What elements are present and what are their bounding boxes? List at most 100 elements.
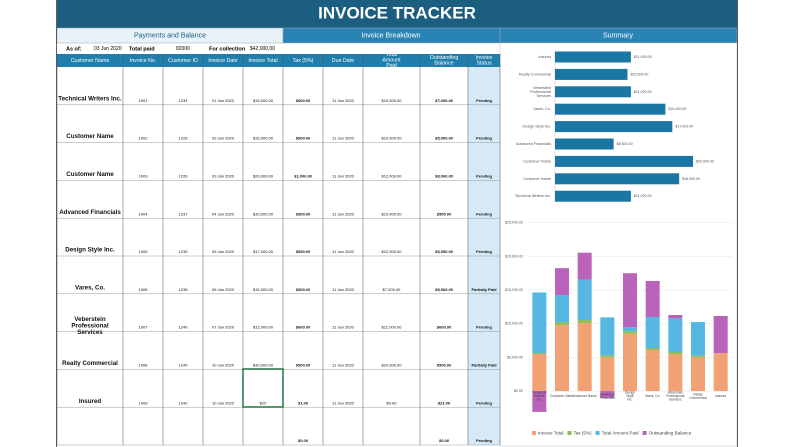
cell: 11 Jan 2020 — [332, 136, 354, 141]
column-segment — [555, 325, 569, 392]
for-collection-label: For collection — [209, 46, 246, 52]
bar-category: Realty Commercial — [519, 72, 551, 76]
cell: Partially Paid — [471, 287, 497, 292]
column-segment — [555, 295, 569, 323]
bar-value-label: $16,000.00 — [668, 107, 686, 111]
cell: 10 Jan 2020 — [212, 362, 235, 367]
cell: 11 Jan 2020 — [332, 98, 354, 103]
column-header: Invoice Date — [208, 58, 237, 64]
cell: $20,000.00 — [253, 173, 274, 178]
cell: $12,000.00 — [253, 325, 274, 330]
column-segment — [577, 279, 592, 321]
column-segment — [555, 322, 569, 326]
column-header-bar — [57, 54, 500, 67]
bar-category: Insured — [538, 55, 551, 59]
cell: $7,000.00 — [383, 287, 402, 292]
cell: 1009 — [139, 400, 149, 405]
customer-name: Advanced Financials — [59, 209, 121, 216]
section-title: Invoice Breakdown — [361, 32, 420, 39]
legend-swatch — [642, 431, 647, 435]
cell: $600.00 — [436, 325, 452, 330]
column-header: Outstanding Balance — [430, 55, 459, 67]
cell: 1237 — [179, 211, 189, 216]
bar-category: Advanced Financials — [516, 142, 551, 146]
cell: 1240 — [179, 325, 189, 330]
cell: $800.00 — [295, 98, 311, 103]
column-segment — [668, 352, 683, 355]
cell: $0.00 — [297, 438, 309, 443]
legend-label: Total Amount Paid — [602, 431, 639, 436]
legend-label: Outstanding Balance — [649, 431, 692, 436]
customer-name: Vares, Co. — [75, 284, 105, 291]
cell: 07 Jan 2020 — [212, 325, 235, 330]
total-paid: 82000 — [176, 46, 190, 52]
column-header: Total Amount Paid — [382, 52, 401, 69]
cell: $9,800.00 — [434, 287, 454, 292]
cell: 11 Jan 2020 — [332, 173, 354, 178]
column-segment — [713, 353, 728, 392]
cell-selection — [242, 368, 284, 408]
bar-value-label: $10,500.00 — [630, 72, 648, 76]
cell: $7,000.00 — [434, 98, 454, 103]
legend-swatch — [567, 431, 572, 435]
cell: $12,000.00 — [381, 325, 402, 330]
column-segment — [532, 292, 547, 354]
legend-swatch — [595, 431, 600, 435]
cell: $17,000.00 — [253, 249, 274, 254]
column-segment — [691, 355, 705, 358]
cell: 1002 — [139, 136, 149, 141]
x-tick-label: Vares, Co. — [645, 394, 660, 398]
bar — [555, 68, 628, 80]
cell: 1235 — [179, 249, 189, 254]
y-tick-label: $0.00 — [514, 389, 523, 393]
column-segment — [668, 318, 683, 353]
column-segment — [532, 354, 547, 392]
x-tick-label: Technical Writers Inc. — [532, 390, 546, 401]
cell: Partially Paid — [471, 362, 497, 367]
column-segment — [532, 353, 547, 355]
column-header: Invoice Status — [476, 55, 493, 67]
column-segment — [645, 347, 660, 350]
bar-value-label: $8,500.00 — [617, 142, 633, 146]
cell: $500.00 — [436, 211, 452, 216]
bar-value-label: $11,000.00 — [634, 90, 652, 94]
customer-name: Customer Name — [66, 133, 114, 140]
bar — [555, 190, 631, 202]
bar-category: Technical Writers Inc. — [515, 194, 551, 198]
cell: 11 Jan 2020 — [332, 325, 354, 330]
cell: 06 Jan 2020 — [212, 287, 235, 292]
cell: 05 Jan 2020 — [212, 249, 235, 254]
legend-label: Tax (5%) — [573, 431, 592, 436]
cell: Pending — [476, 400, 492, 405]
cell: 1004 — [139, 211, 149, 216]
column-segment — [577, 252, 592, 280]
cell: 1001 — [139, 98, 149, 103]
as-of: 03 Jun 2020 — [94, 46, 122, 52]
cell: Pending — [476, 438, 492, 443]
y-tick-label: $5,000.00 — [507, 355, 523, 359]
column-header: Due Date — [332, 58, 354, 64]
cell: 1008 — [139, 362, 149, 367]
cell: 11 Jan 2020 — [332, 249, 354, 254]
bar-value-label: $17,000.00 — [675, 125, 693, 129]
cell: $10,000.00 — [381, 136, 402, 141]
y-tick-label: $25,000.00 — [505, 221, 523, 225]
cell: 1242 — [179, 400, 189, 405]
cell: $16,000.00 — [253, 287, 274, 292]
cell: 1007 — [139, 325, 149, 330]
cell: 11 Jan 2020 — [332, 362, 354, 367]
customer-name: Insured — [79, 398, 102, 405]
bar-category: Customer Name — [523, 177, 551, 181]
bar — [555, 121, 673, 133]
cell: $500.00 — [295, 211, 311, 216]
cell: $10,000.00 — [381, 362, 402, 367]
y-tick-label: $15,000.00 — [505, 288, 523, 292]
cell: Pending — [476, 98, 492, 103]
cell: $5,800.00 — [434, 136, 454, 141]
customer-name: Realty Commercial — [62, 360, 118, 367]
cell: 10 Jan 2020 — [212, 400, 235, 405]
cell: 02 Jan 2020 — [212, 136, 235, 141]
column-segment — [577, 320, 592, 324]
y-tick-label: $10,000.00 — [505, 322, 523, 326]
